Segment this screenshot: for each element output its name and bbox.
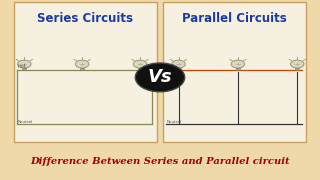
FancyBboxPatch shape <box>13 2 157 142</box>
Text: Hot: Hot <box>17 64 26 69</box>
Circle shape <box>291 60 304 68</box>
Text: Hot: Hot <box>167 64 176 69</box>
Circle shape <box>135 63 185 92</box>
FancyBboxPatch shape <box>22 68 26 70</box>
Text: Difference Between Series and Parallel circuit: Difference Between Series and Parallel c… <box>30 158 290 166</box>
Text: Series Circuits: Series Circuits <box>37 12 133 24</box>
FancyBboxPatch shape <box>80 68 84 70</box>
Circle shape <box>133 60 147 68</box>
Text: Vs: Vs <box>148 68 172 86</box>
FancyBboxPatch shape <box>176 68 180 70</box>
Circle shape <box>231 60 245 68</box>
FancyBboxPatch shape <box>236 68 240 70</box>
FancyBboxPatch shape <box>138 68 142 70</box>
Circle shape <box>18 60 31 68</box>
Text: Neutral: Neutral <box>167 120 182 124</box>
Text: Neutral: Neutral <box>17 120 32 124</box>
Text: Parallel Circuits: Parallel Circuits <box>182 12 287 24</box>
Circle shape <box>172 60 185 68</box>
FancyBboxPatch shape <box>295 68 299 70</box>
FancyBboxPatch shape <box>163 2 307 142</box>
Circle shape <box>75 60 89 68</box>
